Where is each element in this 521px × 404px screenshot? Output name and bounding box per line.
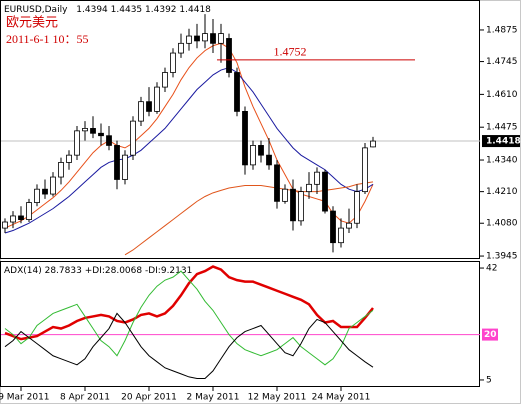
candle-body [274, 164, 280, 202]
candle-body [194, 35, 200, 42]
close: 1.4418 [179, 5, 211, 15]
candle-body [298, 191, 304, 222]
symbol: EURUSD,Daily [4, 5, 68, 15]
candle-body [162, 72, 168, 88]
open: 1.4394 [76, 5, 108, 15]
candle-body [122, 154, 128, 180]
candle-body [250, 145, 256, 166]
indicator-line [4, 265, 374, 341]
candle-body [210, 33, 216, 44]
y-tick-label: 1.4210 [486, 187, 518, 197]
adx-name: ADX(14) [4, 266, 42, 276]
candle-body [10, 215, 16, 223]
candle-body [130, 120, 136, 156]
adx-value: 28.7833 [45, 266, 82, 276]
candle-body [82, 128, 88, 132]
candle-body [186, 35, 192, 44]
candle-body [154, 86, 160, 112]
main-panel [0, 0, 480, 259]
low: 1.4392 [145, 5, 177, 15]
candle-body [98, 132, 104, 137]
x-tick-label: 12 May 2011 [248, 393, 307, 403]
x-tick-label: 20 Apr 2011 [121, 393, 177, 403]
candle-body [322, 171, 328, 212]
candle-body [18, 215, 24, 220]
y-tick-label: 1.4475 [486, 123, 518, 133]
y-tick-label: 1.4745 [486, 57, 518, 67]
candle-body [170, 52, 176, 73]
candle-body [2, 221, 8, 229]
y-tick-label: 5 [486, 375, 492, 385]
y-tick-label: 1.4875 [486, 25, 518, 35]
candle-body [330, 210, 336, 244]
candle-body [202, 33, 208, 42]
moving-average [4, 67, 374, 234]
indicator-header: ADX(14) 28.7833 +DI:28.0068 -DI:9.2131 [4, 266, 192, 276]
candle-body [338, 227, 344, 244]
x-tick-label: 8 Apr 2011 [60, 393, 110, 403]
indicator-line [4, 270, 374, 366]
candle-body [282, 188, 288, 202]
annotation-name: 欧元美元 [6, 16, 58, 31]
candle-body [242, 111, 248, 166]
x-tick-label: 2 May 2011 [187, 393, 240, 403]
x-tick-label: 29 Mar 2011 [0, 393, 50, 403]
y-tick-label: 1.4610 [486, 90, 518, 100]
candle-body [74, 130, 80, 156]
level-label: 20 [484, 330, 497, 340]
annotation-time: 2011-6-1 10：55 [6, 32, 89, 46]
candle-body [26, 202, 32, 220]
y-tick-label: 1.4080 [486, 219, 518, 229]
moving-average [4, 42, 374, 229]
y-tick-label: 42 [486, 264, 497, 274]
candle-body [114, 145, 120, 180]
indicator-line [4, 312, 374, 379]
candle-body [354, 191, 360, 224]
candle-body [370, 140, 376, 148]
high: 1.4435 [111, 5, 143, 15]
candle-body [90, 128, 96, 134]
candle-body [266, 154, 272, 166]
last-price-box [482, 135, 520, 148]
last-price-label: 1.4418 [486, 137, 521, 147]
candle-body [362, 147, 368, 193]
moving-average [124, 181, 374, 256]
candle-body [138, 101, 144, 122]
price-level-label: 1.4752 [274, 45, 307, 59]
candle-body [234, 72, 240, 112]
candle-body [42, 188, 48, 195]
x-tick-label: 24 May 2011 [312, 393, 371, 403]
candle-body [50, 176, 56, 195]
minus-di-name: -DI: [145, 266, 161, 276]
y-tick-label: 1.4340 [486, 156, 518, 166]
level-box [482, 328, 498, 341]
candle-body [346, 222, 352, 229]
plus-di-value: 28.0068 [105, 266, 142, 276]
chart-header: EURUSD,Daily 1.4394 1.4435 1.4392 1.4418 [4, 5, 211, 15]
adx-panel [0, 261, 480, 387]
minus-di-value: 9.2131 [161, 266, 193, 276]
candle-body [314, 171, 320, 185]
candle-body [106, 135, 112, 146]
candle-body [226, 38, 232, 73]
candle-body [178, 42, 184, 54]
candle-body [66, 154, 72, 163]
candle-body [58, 162, 64, 178]
y-tick-label: 1.3945 [486, 252, 518, 262]
candle-body [306, 183, 312, 193]
candle-body [290, 188, 296, 222]
candle-body [258, 145, 264, 156]
candle-body [146, 101, 152, 112]
plus-di-name: +DI: [85, 266, 105, 276]
candle-body [34, 188, 40, 203]
candle-body [218, 33, 224, 44]
